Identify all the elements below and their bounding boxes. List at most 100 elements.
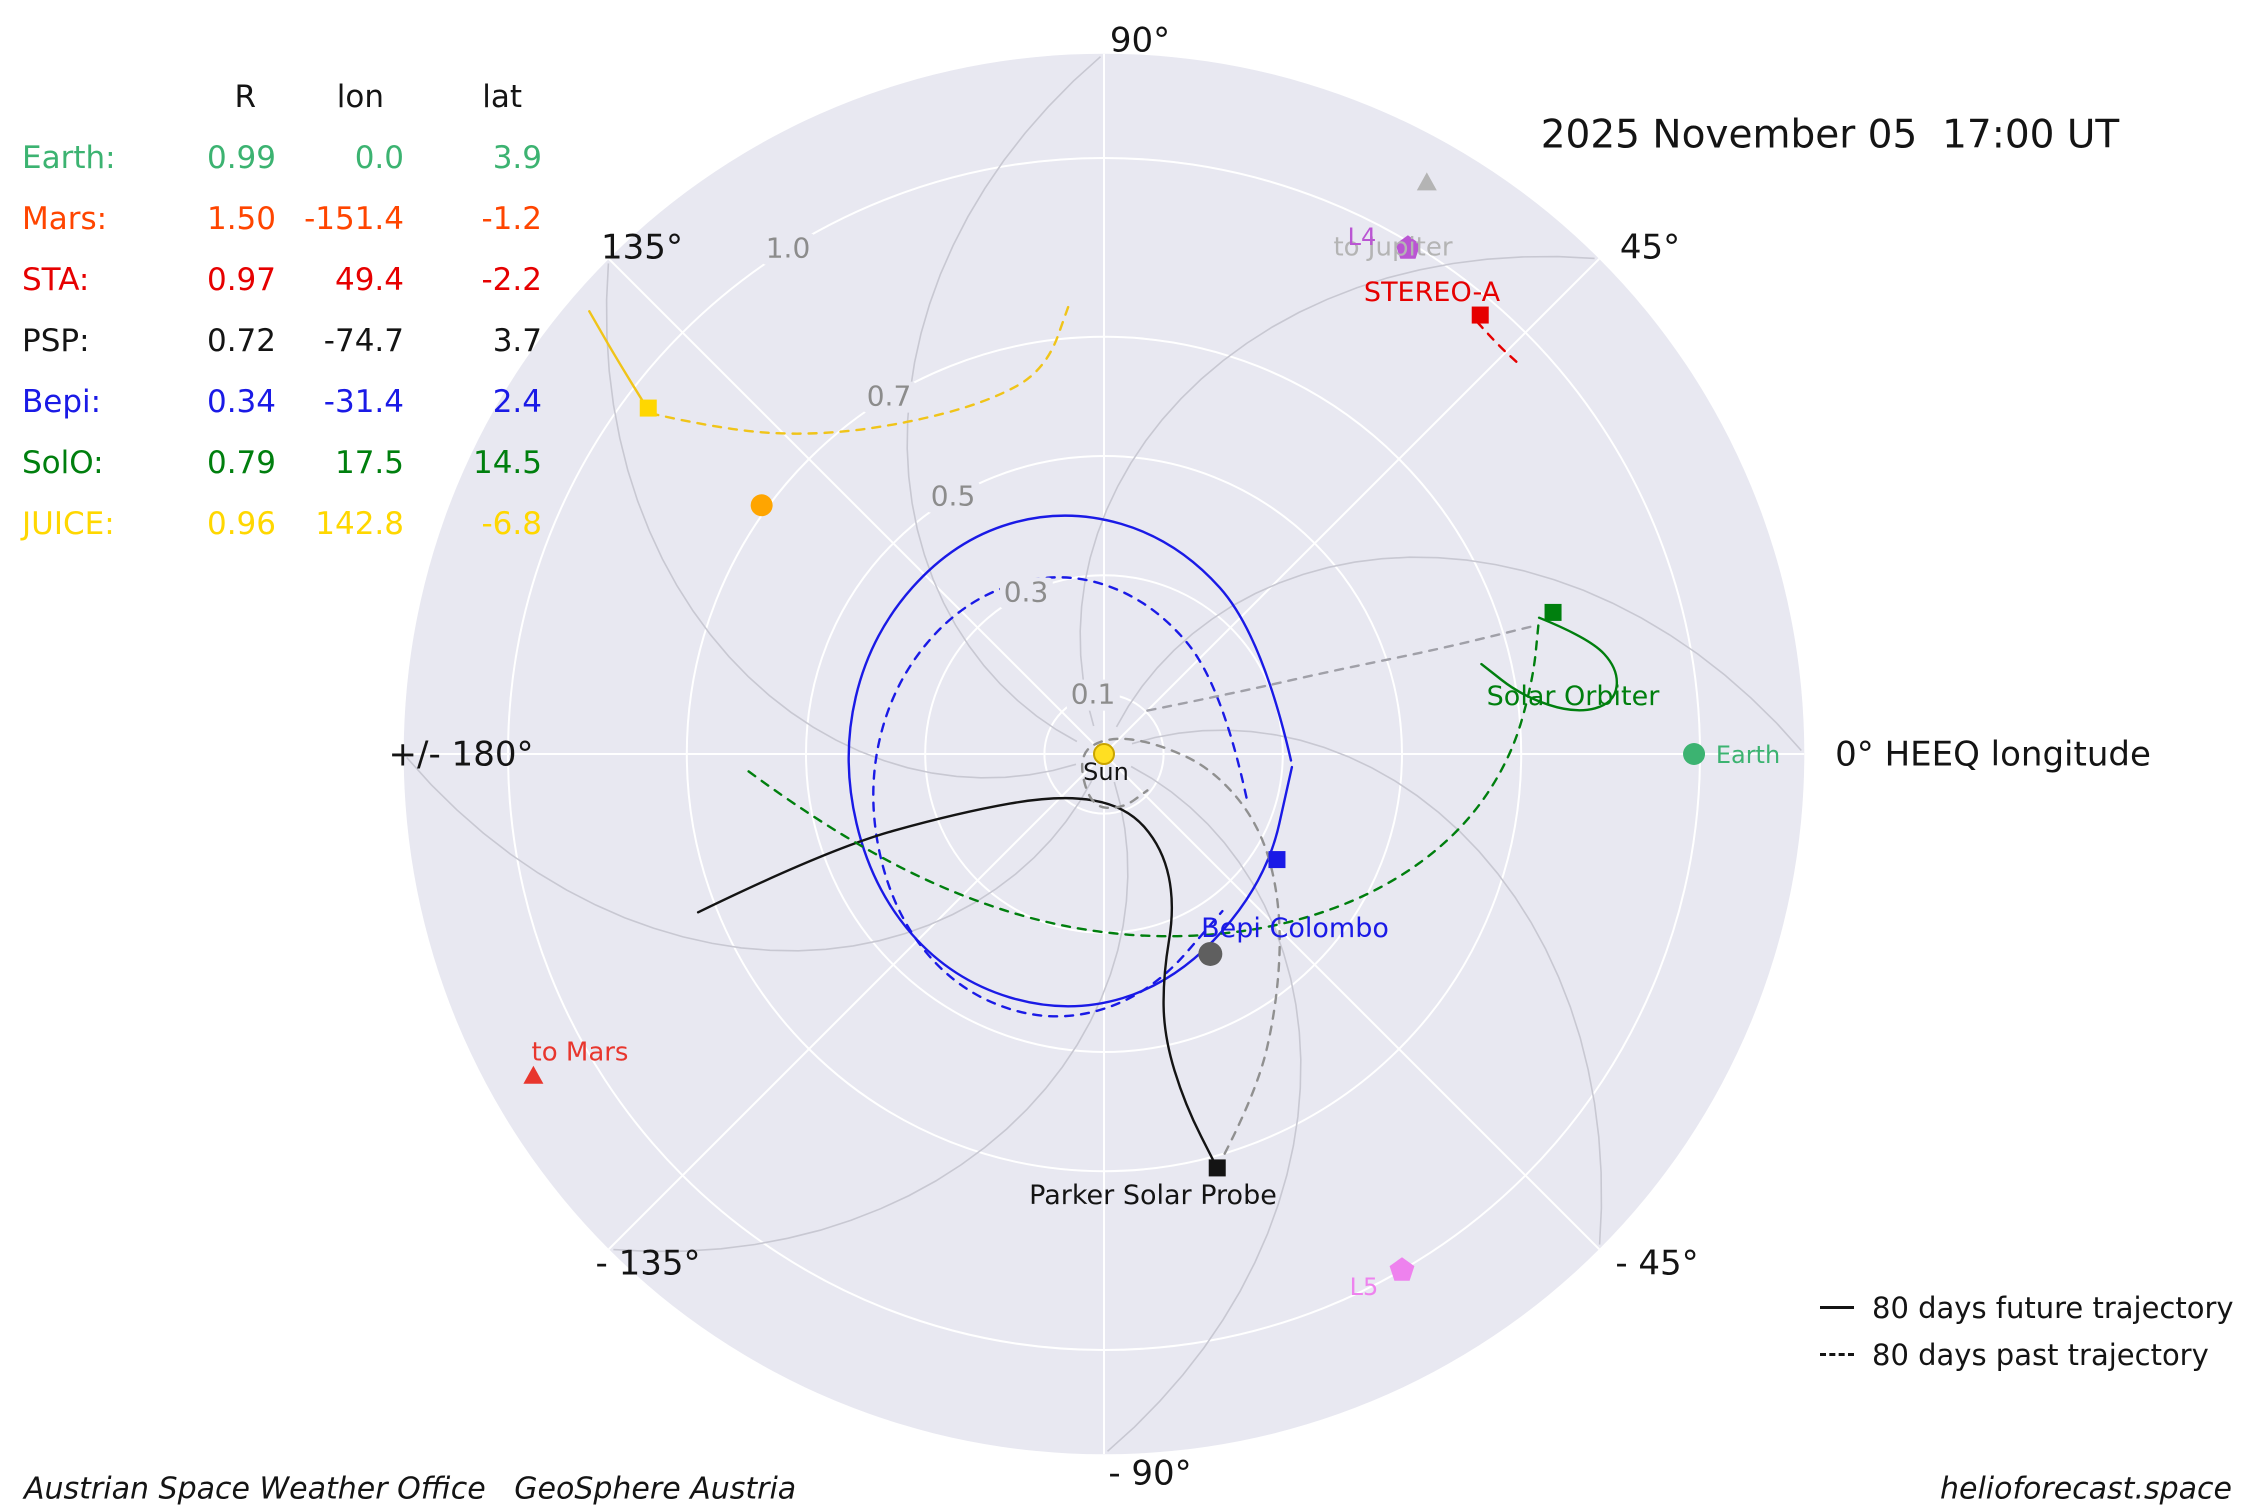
bepi-colombo-label: Bepi Colombo	[1201, 913, 1389, 945]
table-cell-lon: -74.7	[323, 322, 404, 359]
table-cell-lat: -1.2	[481, 200, 543, 237]
ring-label-0-1: 0.1	[1066, 679, 1120, 711]
date-title: 2025 November 05 17:00 UT	[1540, 112, 2120, 158]
ring-label-0-7: 0.7	[862, 381, 916, 413]
ring-gridline	[805, 455, 1403, 1053]
trajectory-solo-past	[747, 616, 1541, 938]
trajectory-legend: 80 days future trajectory 80 days past t…	[1820, 1284, 2234, 1378]
legend-item-future: 80 days future trajectory	[1820, 1284, 2234, 1331]
trajectory-bepi-past	[872, 576, 1248, 1018]
l5-point-marker	[1389, 1257, 1415, 1281]
radial-gridline	[1103, 258, 1600, 755]
table-cell-label: SolO:	[22, 444, 104, 481]
trajectory-psp-future	[696, 796, 1219, 1170]
radial-gridline	[608, 258, 1105, 755]
parker-spiral-line	[1115, 556, 1802, 752]
trajectory-juice-past	[649, 298, 1072, 435]
parker-spiral-line	[1106, 765, 1302, 1452]
footer-website: helioforecast.space	[1939, 1471, 2232, 1507]
juice-marker	[639, 399, 657, 417]
table-cell-lon: 0.0	[354, 139, 404, 176]
to-jupiter-direction-marker	[1416, 172, 1437, 191]
angle-label-135: 135°	[601, 227, 683, 268]
legend-item-past: 80 days past trajectory	[1820, 1331, 2234, 1378]
table-cell-label: Mars:	[22, 200, 108, 237]
parker-spiral-line	[406, 756, 1093, 952]
position-table-row: SolO: 0.79 17.5 14.5	[20, 432, 542, 493]
to-mars-direction-marker	[523, 1065, 544, 1084]
to-jupiter-label: to Jupiter	[1333, 232, 1453, 263]
table-header-R: R	[234, 78, 256, 115]
table-header-lon: lon	[336, 78, 384, 115]
table-cell-R: 1.50	[206, 200, 276, 237]
radial-gridline	[608, 753, 1105, 1250]
table-cell-lon: 142.8	[315, 505, 404, 542]
solar-orbiter-label: Solar Orbiter	[1486, 681, 1660, 713]
position-table-body: Earth: 0.99 0.0 3.9 Mars: 1.50 -151.4 -1.2 STA: 0…	[20, 127, 542, 554]
position-table-row: STA: 0.97 49.4 -2.2	[20, 249, 542, 310]
gray-planet-dot-marker	[1198, 941, 1223, 966]
angle-label-minus135: - 135°	[595, 1243, 701, 1284]
parker-spiral-line	[613, 781, 1129, 1253]
footer-attribution: Austrian Space Weather Office GeoSphere …	[24, 1471, 797, 1507]
table-cell-lon: -151.4	[304, 200, 404, 237]
table-cell-label: Earth:	[22, 139, 116, 176]
angle-label-minus45: - 45°	[1615, 1243, 1699, 1284]
position-table-row: Bepi: 0.34 -31.4 2.4	[20, 371, 542, 432]
angle-label-minus90: - 90°	[1108, 1453, 1192, 1494]
parker-solar-probe-marker	[1208, 1159, 1226, 1177]
angle-label-0-heeq: 0° HEEQ longitude	[1835, 734, 2151, 775]
solid-line-sample-icon	[1820, 1306, 1854, 1309]
table-cell-label: Bepi:	[22, 383, 102, 420]
angle-label-90: 90°	[1109, 20, 1171, 61]
to-mars-label: to Mars	[531, 1037, 629, 1068]
table-cell-R: 0.96	[206, 505, 276, 542]
trajectory-psp-past	[1080, 737, 1281, 1170]
table-cell-lon: 17.5	[334, 444, 404, 481]
position-table-row: PSP: 0.72 -74.7 3.7	[20, 310, 542, 371]
stereo-a-label: STEREO-A	[1363, 277, 1501, 309]
table-cell-lat: -2.2	[481, 261, 543, 298]
position-table-row: JUICE: 0.96 142.8 -6.8	[20, 493, 542, 554]
table-cell-R: 0.97	[206, 261, 276, 298]
legend-past-label: 80 days past trajectory	[1872, 1337, 2209, 1372]
orange-planet-dot-marker	[750, 494, 773, 517]
position-table-header: R lon lat	[20, 66, 542, 127]
sun-marker	[1093, 743, 1115, 765]
table-cell-label: STA:	[22, 261, 90, 298]
angle-label-45: 45°	[1619, 227, 1681, 268]
plot-grid-layer	[403, 53, 1805, 1455]
table-cell-lon: 49.4	[334, 261, 404, 298]
legend-future-label: 80 days future trajectory	[1872, 1290, 2234, 1325]
table-cell-R: 0.72	[206, 322, 276, 359]
bepi-colombo-marker	[1268, 851, 1286, 869]
parker-spiral-line	[906, 56, 1102, 743]
table-cell-lat: -6.8	[481, 505, 543, 542]
dashed-line-sample-icon	[1820, 1353, 1854, 1356]
ring-label-0-3: 0.3	[999, 577, 1053, 609]
radial-gridline	[1103, 753, 1600, 1250]
position-table-row: Earth: 0.99 0.0 3.9	[20, 127, 542, 188]
stereo-a-marker	[1471, 306, 1489, 324]
ring-label-0-5: 0.5	[926, 481, 980, 513]
ring-gridline	[924, 574, 1284, 934]
ring-gridline	[685, 335, 1523, 1173]
earth-label: Earth	[1715, 740, 1781, 769]
parker-solar-probe-label: Parker Solar Probe	[1029, 1180, 1277, 1212]
parker-spiral-line	[1131, 729, 1603, 1245]
position-table-row: Mars: 1.50 -151.4 -1.2	[20, 188, 542, 249]
solar-orbiter-marker	[1544, 603, 1562, 621]
l4-point-marker	[1395, 235, 1421, 259]
table-cell-lat: 14.5	[472, 444, 542, 481]
table-cell-R: 0.34	[206, 383, 276, 420]
sun-label: Sun	[1083, 757, 1129, 786]
parker-spiral-line	[605, 263, 1077, 779]
table-cell-label: JUICE:	[22, 505, 115, 542]
table-cell-lat: 3.7	[492, 322, 542, 359]
table-cell-lat: 2.4	[492, 383, 542, 420]
trajectory-stereo-a-past	[1475, 320, 1519, 364]
earth-marker	[1683, 743, 1706, 765]
table-cell-lon: -31.4	[323, 383, 404, 420]
angle-label-180: +/- 180°	[388, 734, 534, 775]
